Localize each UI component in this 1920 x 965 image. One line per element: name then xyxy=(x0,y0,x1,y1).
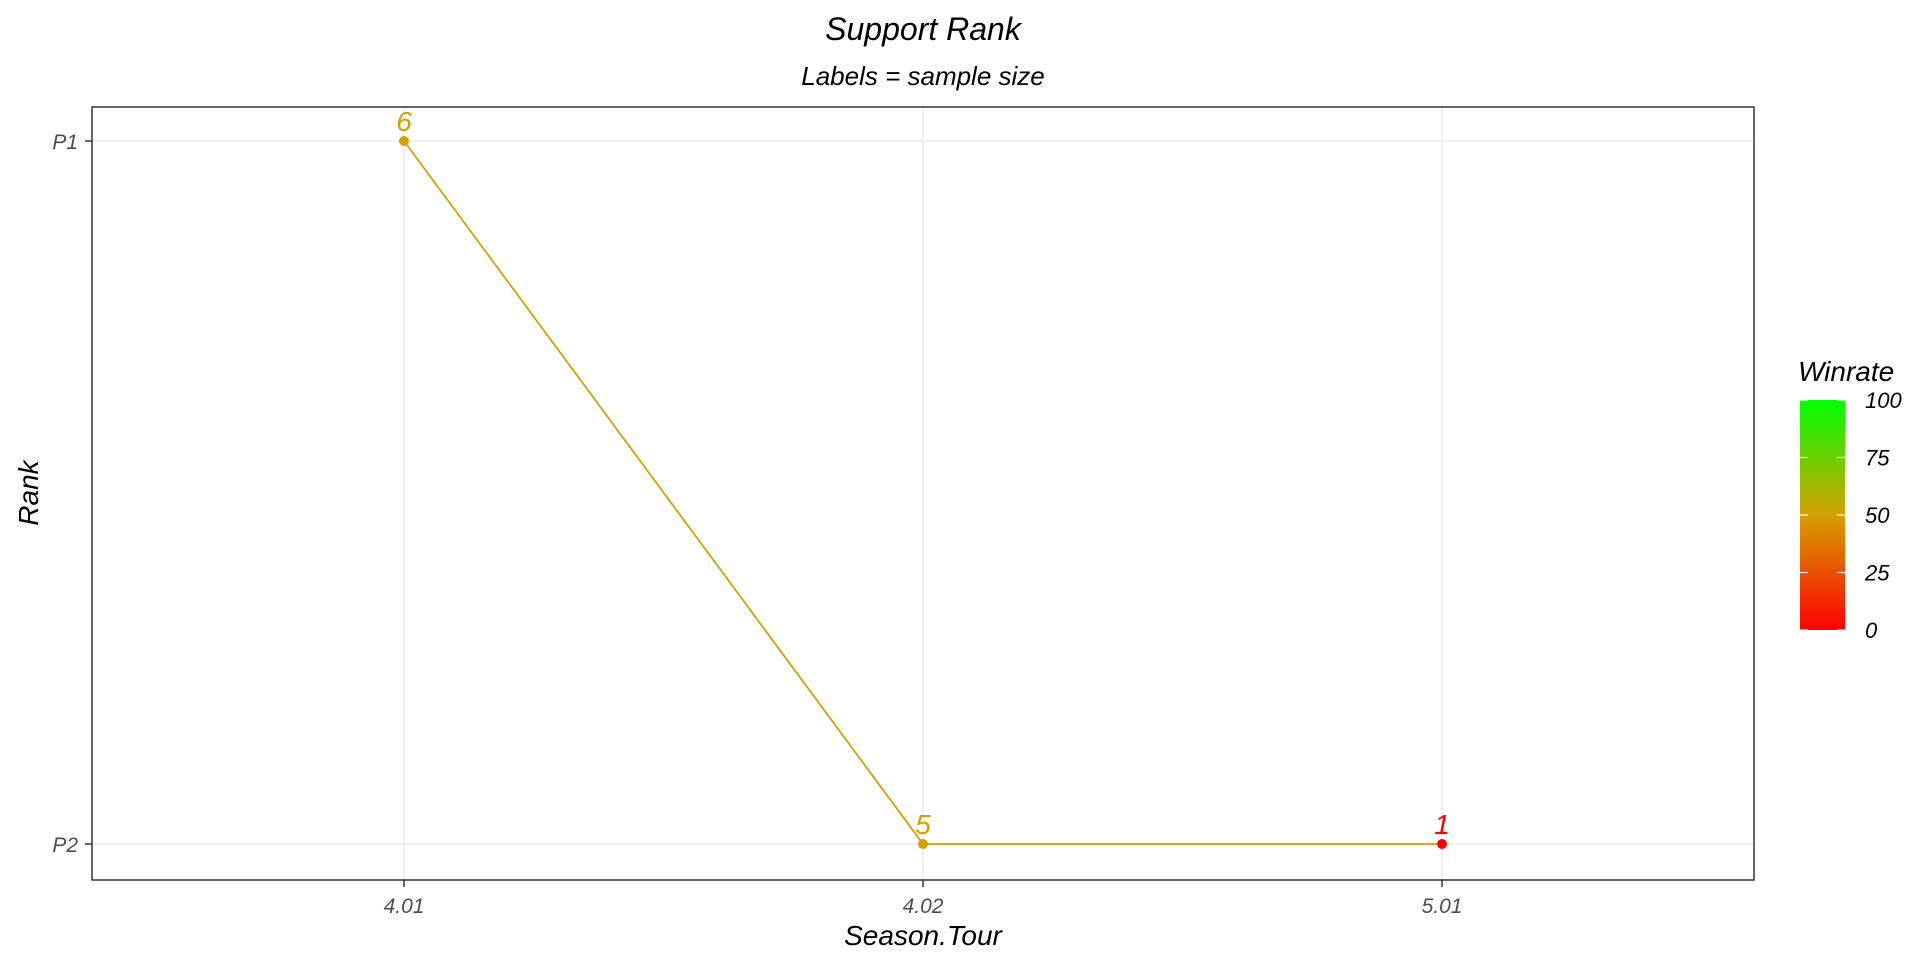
axis-layer: 4.01 4.02 5.01 P1 P2 xyxy=(52,131,1462,918)
legend-tick-label: 75 xyxy=(1865,446,1890,471)
y-axis-title: Rank xyxy=(13,458,44,525)
x-axis-title: Season.Tour xyxy=(844,920,1003,951)
data-label: 5 xyxy=(915,809,931,840)
chart-title: Support Rank xyxy=(825,11,1023,47)
y-tick-label: P1 xyxy=(52,131,78,154)
legend-tick-label: 25 xyxy=(1864,561,1890,586)
point-layer: 6 5 1 xyxy=(396,106,1450,849)
legend-tick-label: 100 xyxy=(1865,388,1902,413)
legend-tick-label: 0 xyxy=(1865,618,1878,643)
data-label: 1 xyxy=(1434,809,1450,840)
line-layer xyxy=(403,140,1442,845)
series-line-segment xyxy=(403,140,924,845)
legend: Winrate 0 25 50 75 100 xyxy=(1798,356,1902,643)
x-tick-label: 4.02 xyxy=(903,895,944,918)
data-point xyxy=(399,136,409,146)
data-point xyxy=(1437,839,1447,849)
x-tick-label: 4.01 xyxy=(384,895,425,918)
legend-title: Winrate xyxy=(1798,356,1894,387)
chart-subtitle: Labels = sample size xyxy=(801,61,1045,91)
data-point xyxy=(918,839,928,849)
y-tick-label: P2 xyxy=(52,834,78,857)
grid-layer xyxy=(92,107,1754,880)
x-tick-label: 5.01 xyxy=(1422,895,1463,918)
legend-tick-label: 50 xyxy=(1865,503,1890,528)
data-label: 6 xyxy=(396,106,412,137)
